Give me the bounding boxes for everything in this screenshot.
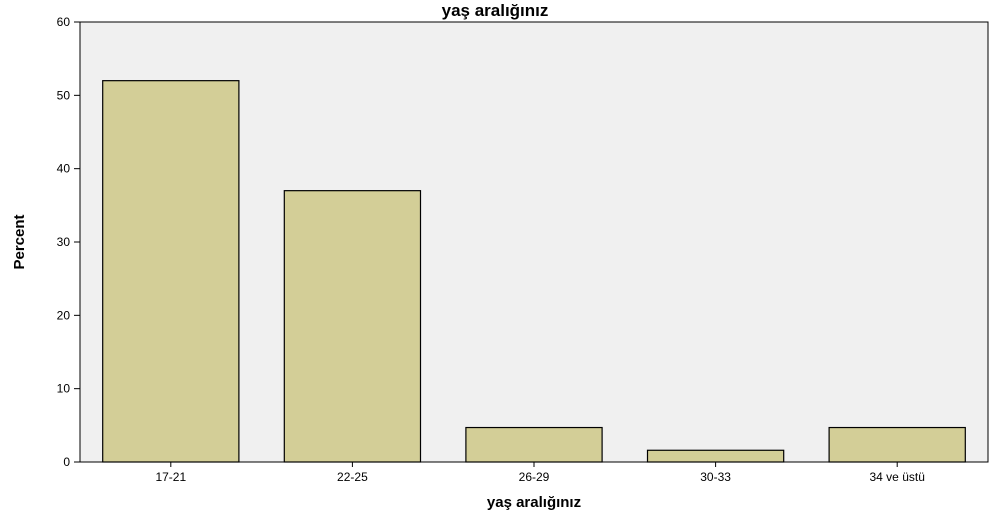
x-tick-label: 17-21 — [155, 470, 186, 484]
x-axis: 17-21 22-25 26-29 30-33 34 ve üstü — [155, 462, 925, 484]
x-tick-label: 22-25 — [337, 470, 368, 484]
y-axis: 0 10 20 30 40 50 60 — [57, 15, 80, 469]
y-tick-label: 10 — [57, 382, 71, 396]
chart-title: yaş aralığınız — [441, 1, 549, 20]
bar-4 — [828, 426, 966, 463]
x-tick-label: 26-29 — [519, 470, 550, 484]
x-tick-label: 30-33 — [700, 470, 731, 484]
bar-2 — [465, 426, 603, 463]
bar-3 — [646, 449, 785, 463]
y-tick-label: 60 — [57, 15, 71, 29]
x-axis-title: yaş aralığınız — [487, 494, 581, 511]
y-axis-title: Percent — [11, 214, 28, 269]
y-tick-label: 0 — [63, 455, 70, 469]
bars-group — [102, 80, 966, 463]
y-tick-label: 20 — [57, 308, 71, 322]
y-tick-label: 40 — [57, 162, 71, 176]
bar-1 — [283, 190, 422, 463]
x-tick-label: 34 ve üstü — [870, 470, 925, 484]
y-tick-label: 30 — [57, 235, 71, 249]
bar-0 — [102, 80, 240, 463]
y-tick-label: 50 — [57, 88, 71, 102]
